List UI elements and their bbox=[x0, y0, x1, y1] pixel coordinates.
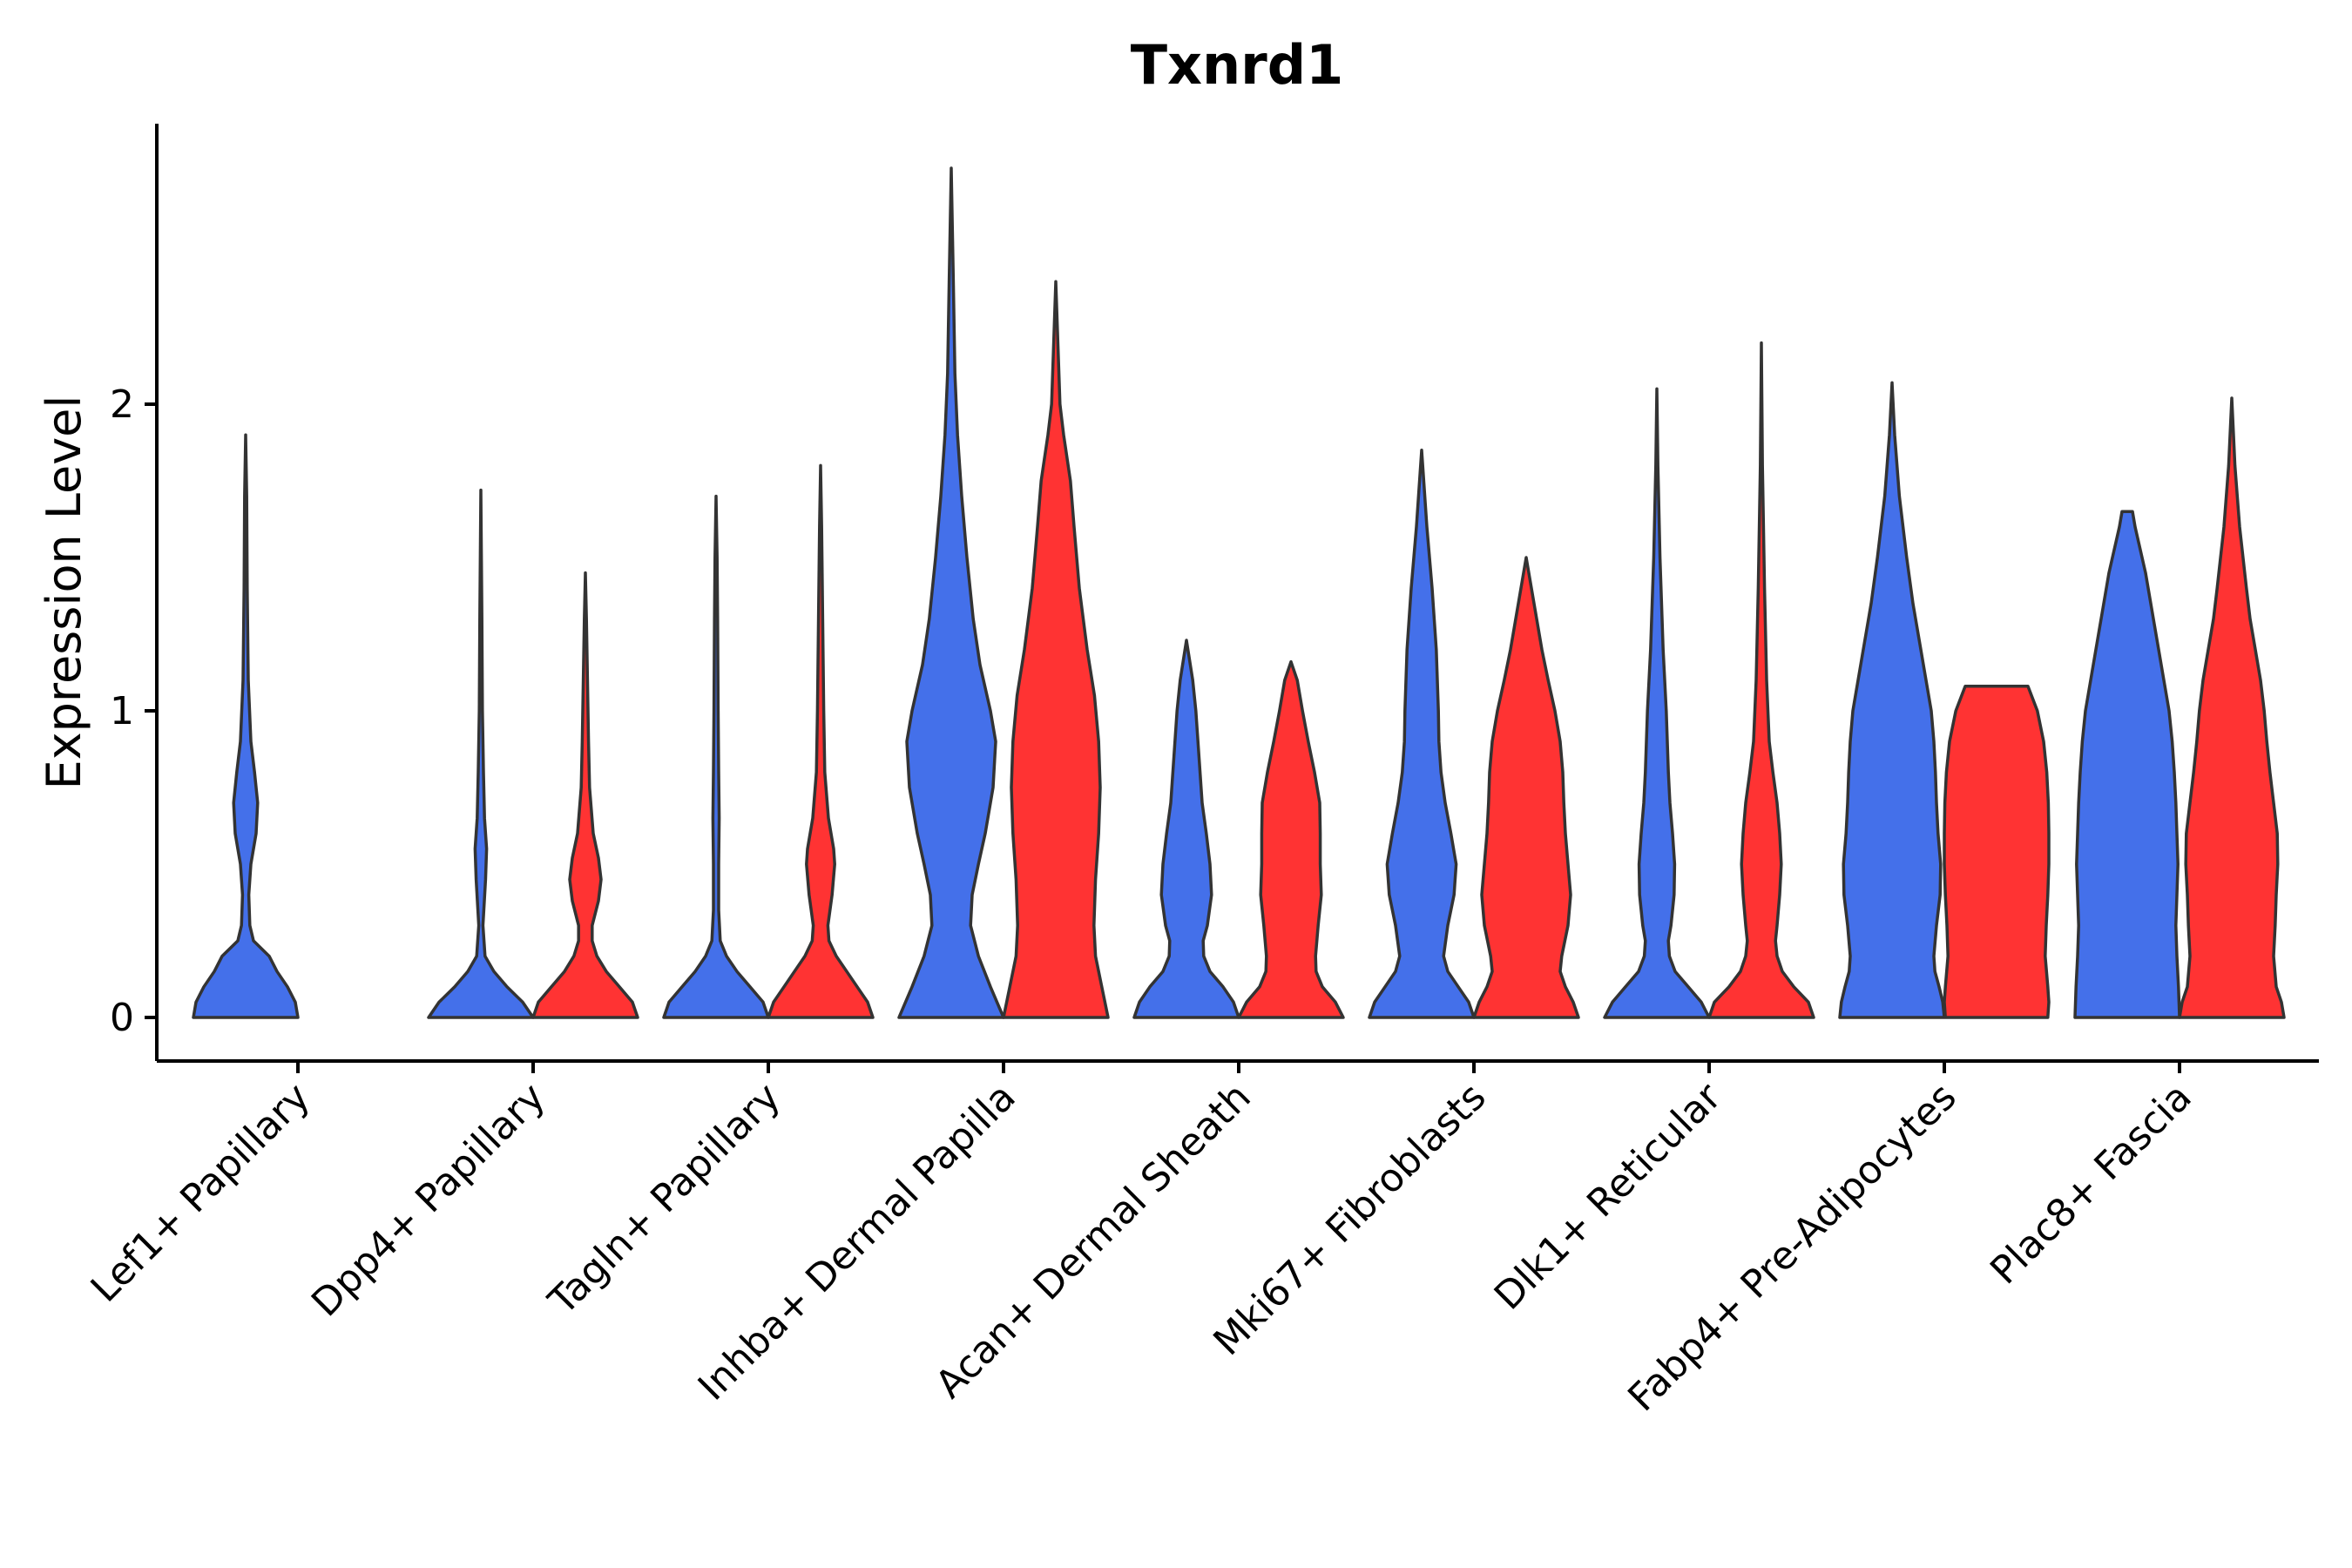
violin-group-1 bbox=[1838, 381, 1946, 1019]
violin-group-2 bbox=[1002, 280, 1110, 1019]
violin-group-2 bbox=[1472, 556, 1580, 1019]
violin-group-1 bbox=[897, 166, 1005, 1019]
violin-group-1 bbox=[1132, 639, 1240, 1019]
violin-group-1 bbox=[662, 494, 770, 1019]
violin-group-2 bbox=[531, 571, 639, 1019]
x-tick-label: Tagln+ Papillary bbox=[540, 1075, 789, 1324]
chart-title: Txnrd1 bbox=[1131, 33, 1344, 97]
violin-layer bbox=[192, 166, 2286, 1019]
x-tick-label: Plac8+ Fascia bbox=[1982, 1075, 2200, 1294]
violin-group-2 bbox=[767, 463, 875, 1019]
violin-group-1 bbox=[1368, 449, 1476, 1019]
violin-group-1 bbox=[192, 433, 300, 1019]
violin-group-1 bbox=[2073, 510, 2181, 1019]
violin-group-2 bbox=[1237, 659, 1345, 1019]
violin-group-2 bbox=[2178, 396, 2286, 1019]
violin-group-1 bbox=[427, 488, 535, 1019]
y-axis-label: Expression Level bbox=[37, 395, 91, 790]
x-tick-label: Dlk1+ Reticular bbox=[1486, 1074, 1731, 1319]
violin-group-2 bbox=[1707, 341, 1815, 1019]
y-tick-label-0: 0 bbox=[110, 996, 134, 1040]
x-tick-label: Dpp4+ Papillary bbox=[303, 1075, 554, 1326]
violin-group-1 bbox=[1603, 387, 1711, 1019]
y-tick-label-1: 1 bbox=[110, 689, 134, 733]
x-tick-label: Lef1+ Papillary bbox=[83, 1075, 319, 1311]
x-tick-label: Mki67+ Fibroblasts bbox=[1205, 1075, 1494, 1364]
violin-group-2 bbox=[1943, 685, 2051, 1019]
y-tick-label-2: 2 bbox=[110, 382, 134, 427]
